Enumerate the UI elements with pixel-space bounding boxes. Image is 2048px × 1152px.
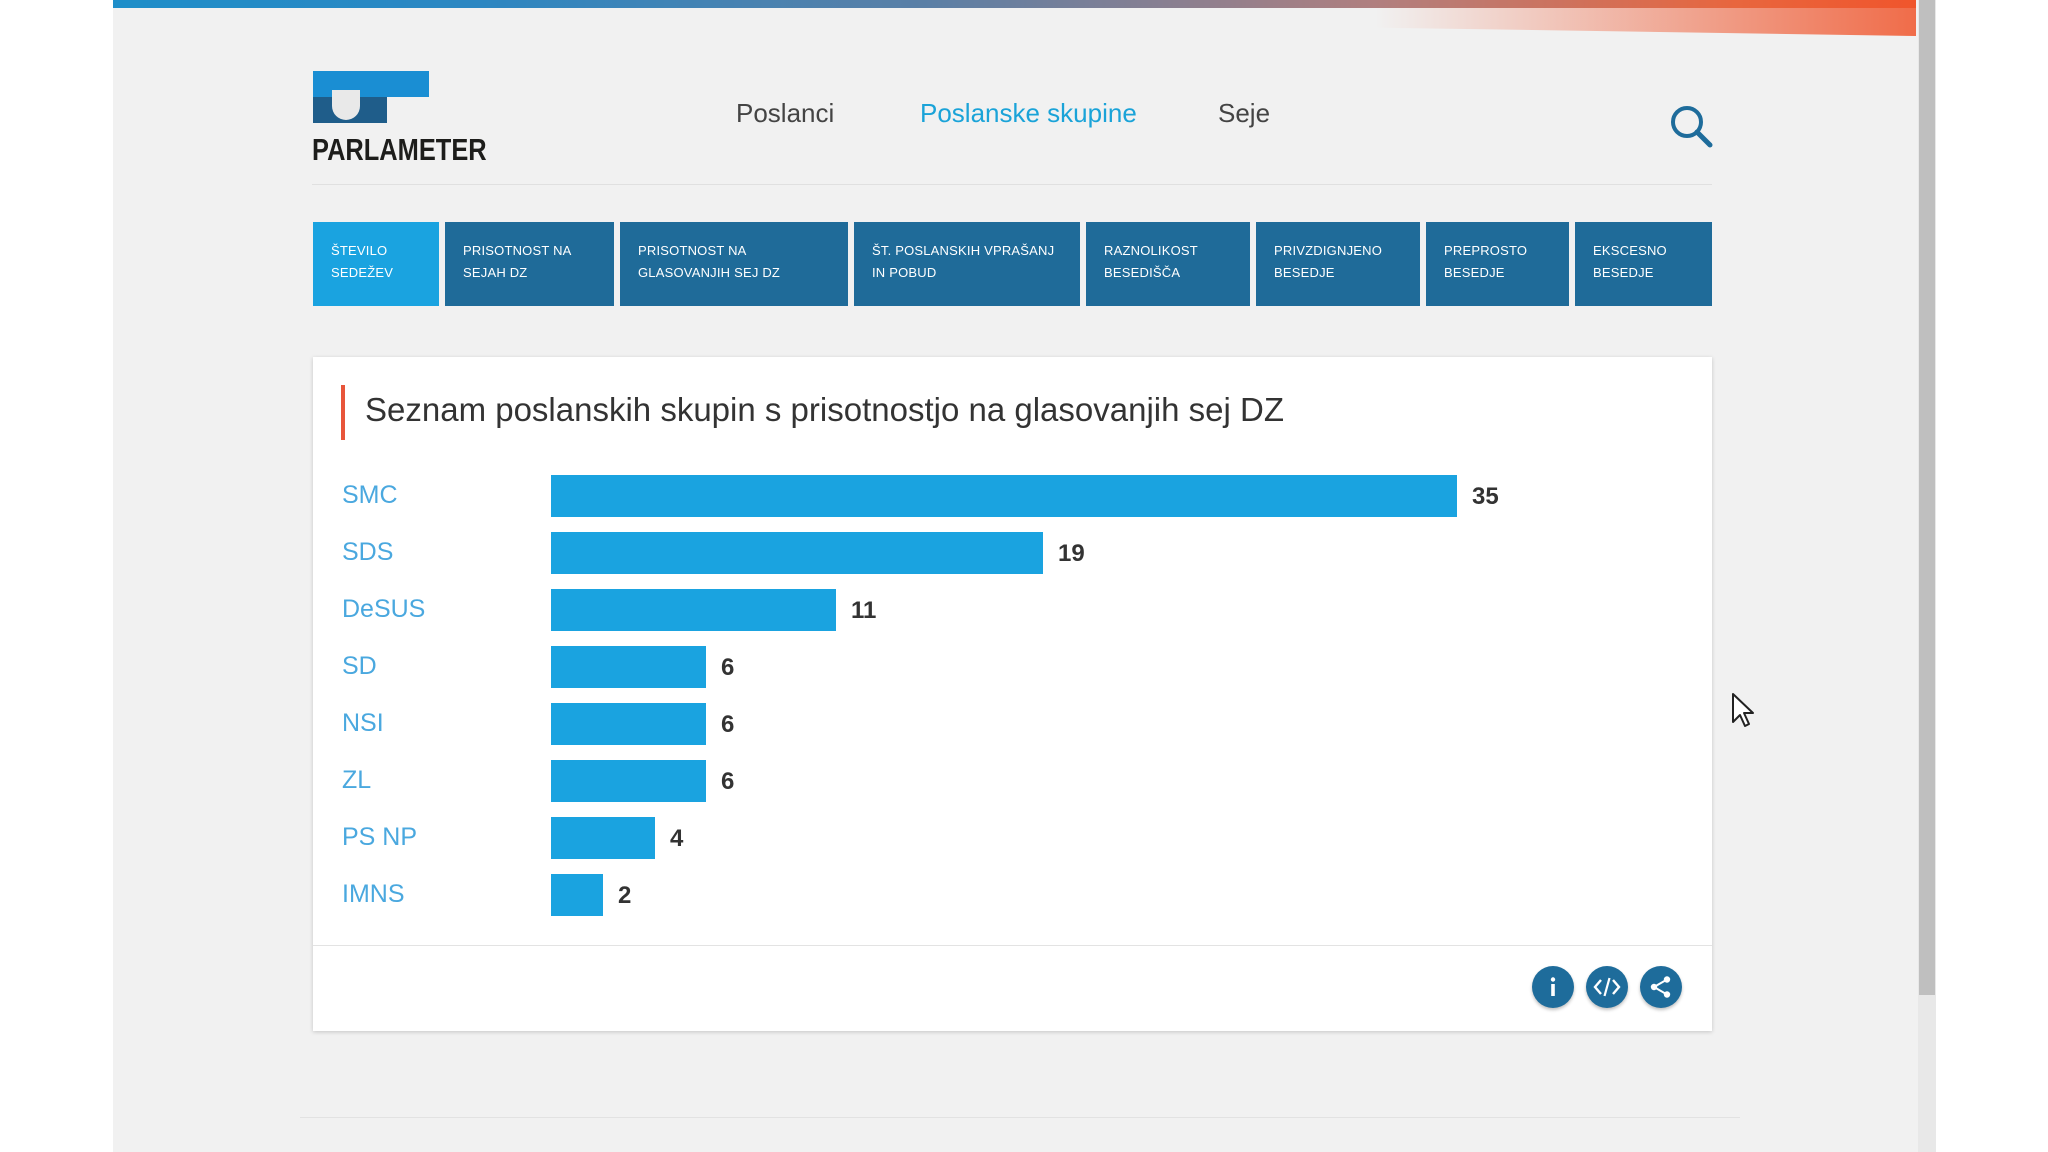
chart-card: Seznam poslanskih skupin s prisotnostjo …	[313, 357, 1712, 1031]
bar-label-smc[interactable]: SMC	[342, 481, 398, 509]
tab-prisotnost-na-sejah[interactable]: PRISOTNOST NA SEJAH DZ	[445, 222, 614, 306]
logo-shield-icon	[332, 90, 360, 120]
tab-ekscesno-besedje[interactable]: EKSCESNO BESEDJE	[1575, 222, 1712, 306]
embed-button[interactable]	[1586, 966, 1628, 1008]
bar-nsi[interactable]	[551, 703, 706, 745]
nav-item-poslanci[interactable]: Poslanci	[736, 98, 835, 128]
card-title: Seznam poslanskih skupin s prisotnostjo …	[365, 391, 1284, 428]
footer-divider	[300, 1117, 1740, 1118]
search-icon	[1671, 106, 1713, 148]
bar-label-ps-np[interactable]: PS NP	[342, 823, 418, 851]
nav-item-seje[interactable]: Seje	[1218, 98, 1271, 128]
info-icon	[1550, 977, 1556, 996]
parlameter-logo[interactable]: PARLAMETER	[312, 70, 487, 170]
logo-block-top	[313, 71, 429, 97]
bar-ps-np[interactable]	[551, 817, 655, 859]
bar-value-smc: 35	[1472, 483, 1499, 510]
bar-sds[interactable]	[551, 532, 1043, 574]
tab-preprosto-besedje[interactable]: PREPROSTO BESEDJE	[1426, 222, 1569, 306]
bar-imns[interactable]	[551, 874, 603, 916]
bar-label-desus[interactable]: DeSUS	[342, 595, 426, 623]
search-button[interactable]	[1667, 102, 1715, 150]
bar-value-nsi: 6	[721, 711, 735, 738]
tab-prisotnost-na-glasovanjih[interactable]: PRISOTNOST NA GLASOVANJIH SEJ DZ	[620, 222, 848, 306]
bar-smc[interactable]	[551, 475, 1457, 517]
top-gradient-bar	[113, 0, 1916, 8]
bar-label-imns[interactable]: IMNS	[342, 880, 405, 908]
bar-label-zl[interactable]: ZL	[342, 766, 372, 794]
tab-raznolikost-besedisca[interactable]: RAZNOLIKOST BESEDIŠČA	[1086, 222, 1250, 306]
nav-item-poslanske-skupine[interactable]: Poslanske skupine	[920, 98, 1137, 128]
share-icon	[1650, 976, 1671, 998]
bar-value-imns: 2	[618, 882, 632, 909]
bar-desus[interactable]	[551, 589, 836, 631]
bar-zl[interactable]	[551, 760, 706, 802]
bar-value-ps-np: 4	[670, 825, 684, 852]
info-button[interactable]	[1532, 966, 1574, 1008]
bar-value-sds: 19	[1058, 540, 1085, 567]
share-button[interactable]	[1640, 966, 1682, 1008]
bar-label-sd[interactable]: SD	[342, 652, 377, 680]
logo-wordmark: PARLAMETER	[312, 132, 487, 167]
tab-privzdignjeno-besedje[interactable]: PRIVZDIGNJENO BESEDJE	[1256, 222, 1420, 306]
embed-code-icon	[1593, 977, 1621, 997]
bar-value-sd: 6	[721, 654, 735, 681]
title-accent-bar	[341, 385, 345, 440]
bar-sd[interactable]	[551, 646, 706, 688]
card-footer-divider	[313, 945, 1712, 946]
bar-value-desus: 11	[851, 597, 877, 624]
bar-label-nsi[interactable]: NSI	[342, 709, 384, 737]
bar-label-sds[interactable]: SDS	[342, 538, 394, 566]
bar-chart: SMC 35 SDS 19 DeSUS 11 SD 6 NSI 6 ZL 6 PS NP 4 IMNS 2	[313, 357, 1712, 945]
header-divider	[312, 184, 1712, 185]
mouse-cursor-icon	[1732, 693, 1754, 727]
scrollbar-thumb[interactable]	[1919, 0, 1935, 995]
tab-stevilo-sedezev[interactable]: ŠTEVILO SEDEŽEV	[313, 222, 439, 306]
tab-poslanska-vprasanja[interactable]: ŠT. POSLANSKIH VPRAŠANJ IN POBUD	[854, 222, 1080, 306]
bar-value-zl: 6	[721, 768, 735, 795]
